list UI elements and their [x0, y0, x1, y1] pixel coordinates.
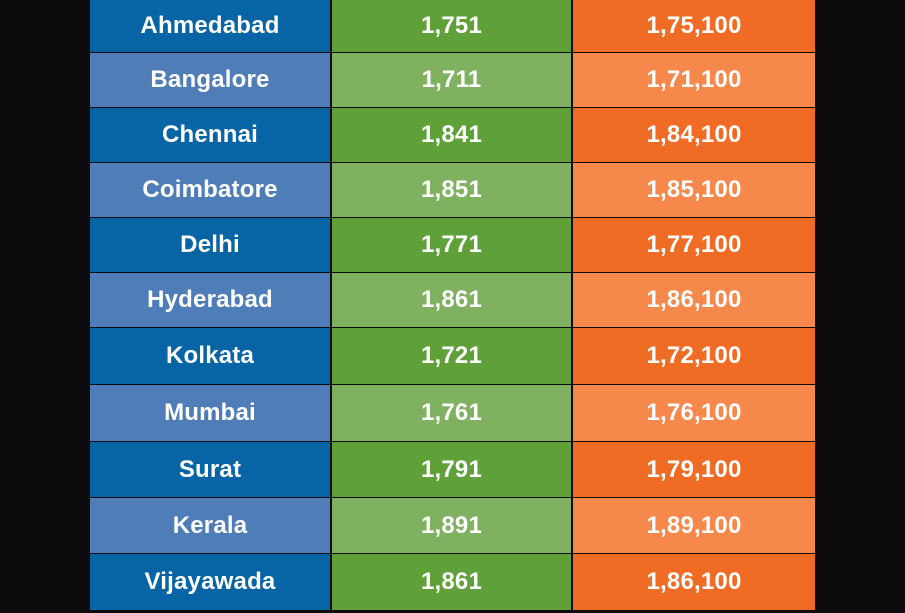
value-cell-col2: 1,861 [332, 273, 571, 327]
table-row: Coimbatore 1,851 1,85,100 [90, 163, 815, 217]
column-divider [330, 53, 332, 107]
table-row: Chennai 1,841 1,84,100 [90, 108, 815, 162]
column-divider [330, 0, 332, 52]
value-cell-col3: 1,84,100 [573, 108, 815, 162]
city-cell: Kerala [90, 498, 330, 553]
table-row: Surat 1,791 1,79,100 [90, 442, 815, 497]
column-divider [330, 328, 332, 384]
table-row: Kerala 1,891 1,89,100 [90, 498, 815, 553]
table-row: Bangalore 1,711 1,71,100 [90, 53, 815, 107]
column-divider [571, 273, 573, 327]
price-table: Ahmedabad 1,751 1,75,100 Bangalore 1,711 1,71… [90, 0, 815, 610]
column-divider [330, 108, 332, 162]
table-frame: Ahmedabad 1,751 1,75,100 Bangalore 1,711 1,71… [90, 0, 815, 613]
column-divider [571, 108, 573, 162]
value-cell-col3: 1,77,100 [573, 218, 815, 272]
value-cell-col2: 1,721 [332, 328, 571, 384]
value-cell-col2: 1,841 [332, 108, 571, 162]
column-divider [330, 273, 332, 327]
column-divider [330, 385, 332, 441]
column-divider [571, 53, 573, 107]
column-divider [571, 442, 573, 497]
value-cell-col2: 1,761 [332, 385, 571, 441]
value-cell-col2: 1,771 [332, 218, 571, 272]
city-cell: Surat [90, 442, 330, 497]
value-cell-col3: 1,75,100 [573, 0, 815, 52]
value-cell-col2: 1,711 [332, 53, 571, 107]
column-divider [571, 163, 573, 217]
value-cell-col3: 1,86,100 [573, 273, 815, 327]
column-divider [330, 554, 332, 610]
value-cell-col3: 1,72,100 [573, 328, 815, 384]
city-cell: Mumbai [90, 385, 330, 441]
column-divider [571, 385, 573, 441]
value-cell-col2: 1,751 [332, 0, 571, 52]
city-cell: Kolkata [90, 328, 330, 384]
value-cell-col2: 1,851 [332, 163, 571, 217]
value-cell-col2: 1,791 [332, 442, 571, 497]
table-row: Vijayawada 1,861 1,86,100 [90, 554, 815, 610]
city-cell: Delhi [90, 218, 330, 272]
column-divider [571, 0, 573, 52]
column-divider [571, 328, 573, 384]
table-row: Hyderabad 1,861 1,86,100 [90, 273, 815, 327]
value-cell-col3: 1,86,100 [573, 554, 815, 610]
column-divider [330, 163, 332, 217]
city-cell: Bangalore [90, 53, 330, 107]
column-divider [571, 218, 573, 272]
column-divider [571, 498, 573, 553]
city-cell: Ahmedabad [90, 0, 330, 52]
table-row: Ahmedabad 1,751 1,75,100 [90, 0, 815, 52]
value-cell-col2: 1,861 [332, 554, 571, 610]
table-row: Delhi 1,771 1,77,100 [90, 218, 815, 272]
value-cell-col2: 1,891 [332, 498, 571, 553]
column-divider [330, 442, 332, 497]
table-row: Mumbai 1,761 1,76,100 [90, 385, 815, 441]
column-divider [330, 218, 332, 272]
value-cell-col3: 1,76,100 [573, 385, 815, 441]
value-cell-col3: 1,79,100 [573, 442, 815, 497]
column-divider [571, 554, 573, 610]
column-divider [330, 498, 332, 553]
city-cell: Chennai [90, 108, 330, 162]
city-cell: Vijayawada [90, 554, 330, 610]
value-cell-col3: 1,85,100 [573, 163, 815, 217]
value-cell-col3: 1,89,100 [573, 498, 815, 553]
table-row: Kolkata 1,721 1,72,100 [90, 328, 815, 384]
city-cell: Coimbatore [90, 163, 330, 217]
city-cell: Hyderabad [90, 273, 330, 327]
value-cell-col3: 1,71,100 [573, 53, 815, 107]
